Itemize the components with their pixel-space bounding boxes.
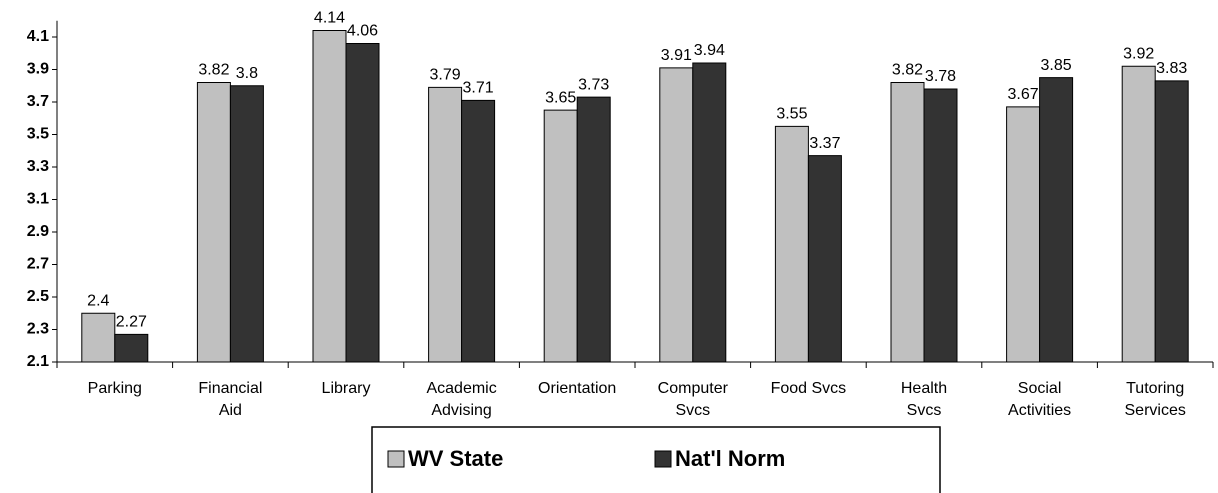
x-tick-label: Social Activities xyxy=(1008,380,1072,419)
y-tick-label: 2.1 xyxy=(27,353,49,370)
x-tick-label: Computer Svcs xyxy=(657,380,728,419)
bar xyxy=(312,30,347,363)
y-tick-label: 3.3 xyxy=(27,158,49,175)
bar xyxy=(1006,106,1041,363)
y-tick-label: 2.5 xyxy=(27,288,49,305)
bar xyxy=(890,82,925,363)
bar xyxy=(229,85,264,363)
y-tick-label: 2.7 xyxy=(27,256,49,273)
legend-label: Nat'l Norm xyxy=(675,446,785,471)
value-label: 3.82 xyxy=(892,62,923,79)
x-tick-label: Library xyxy=(321,380,371,397)
value-label: 3.94 xyxy=(694,42,725,59)
bar xyxy=(1121,65,1156,363)
value-label: 4.06 xyxy=(347,23,378,40)
bar xyxy=(1154,80,1189,363)
x-tick-label: Academic Advising xyxy=(426,380,497,419)
bar xyxy=(774,125,809,363)
y-tick-label: 2.9 xyxy=(27,223,49,240)
bar xyxy=(345,43,380,363)
value-label: 3.67 xyxy=(1008,86,1039,103)
bar xyxy=(659,67,694,363)
value-label: 3.83 xyxy=(1156,60,1187,77)
bar xyxy=(807,155,842,363)
legend-swatch xyxy=(387,450,405,468)
value-label: 3.78 xyxy=(925,68,956,85)
value-label: 3.82 xyxy=(198,62,229,79)
bar xyxy=(81,312,116,363)
bar xyxy=(692,62,727,363)
y-tick-label: 3.7 xyxy=(27,93,49,110)
x-tick-label: Financial Aid xyxy=(198,380,263,419)
bar xyxy=(543,109,578,363)
bar xyxy=(461,99,496,363)
bar xyxy=(1039,77,1074,363)
value-label: 3.71 xyxy=(463,80,494,97)
x-tick-label: Parking xyxy=(87,380,142,397)
value-label: 2.27 xyxy=(116,314,147,331)
value-label: 3.85 xyxy=(1041,57,1072,74)
bar xyxy=(923,88,958,363)
y-tick-label: 2.3 xyxy=(27,321,49,338)
bar xyxy=(576,96,611,363)
y-tick-label: 3.1 xyxy=(27,191,49,208)
value-label: 3.91 xyxy=(661,47,692,64)
x-tick-label: Tutoring Services xyxy=(1124,380,1186,419)
legend-swatch xyxy=(654,450,672,468)
y-tick-label: 3.5 xyxy=(27,126,49,143)
y-tick-label: 4.1 xyxy=(27,28,49,45)
value-label: 4.14 xyxy=(314,10,345,27)
value-label: 3.92 xyxy=(1123,45,1154,62)
x-tick-label: Health Svcs xyxy=(900,380,948,419)
bar xyxy=(196,82,231,363)
value-label: 3.73 xyxy=(578,76,609,93)
bar xyxy=(428,86,463,363)
x-tick-label: Food Svcs xyxy=(770,380,847,397)
y-tick-label: 3.9 xyxy=(27,61,49,78)
value-label: 3.8 xyxy=(236,65,258,82)
legend-label: WV State xyxy=(408,446,503,471)
value-label: 2.4 xyxy=(87,292,109,309)
value-label: 3.55 xyxy=(776,106,807,123)
value-label: 3.65 xyxy=(545,89,576,106)
value-label: 3.37 xyxy=(809,135,840,152)
value-label: 3.79 xyxy=(430,67,461,84)
x-tick-label: Orientation xyxy=(538,380,617,397)
bar xyxy=(114,333,149,363)
